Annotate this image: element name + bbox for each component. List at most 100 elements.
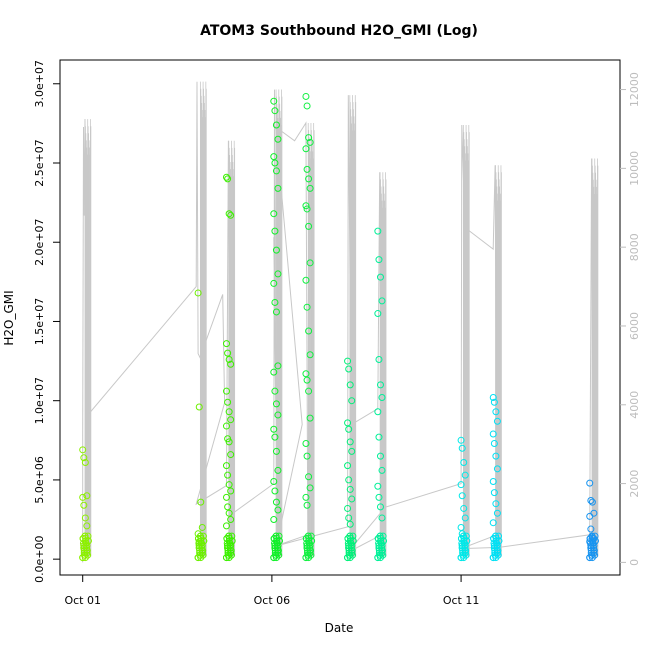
right-tick-label: 2000 xyxy=(628,470,641,498)
data-point xyxy=(348,495,356,503)
data-point xyxy=(271,487,279,495)
data-point xyxy=(459,532,467,540)
data-point xyxy=(587,497,595,505)
data-point xyxy=(224,542,232,550)
data-point xyxy=(346,532,354,540)
data-point xyxy=(270,153,278,161)
right-tick-label: 4000 xyxy=(628,391,641,419)
data-point xyxy=(348,447,356,455)
data-point xyxy=(457,523,465,531)
chart-title: ATOM3 Southbound H2O_GMI (Log) xyxy=(200,23,478,39)
data-point xyxy=(490,489,498,497)
right-tick-label: 6000 xyxy=(628,312,641,340)
data-point xyxy=(458,492,466,500)
overlay-line-series xyxy=(82,81,599,563)
data-point xyxy=(304,532,312,540)
data-point xyxy=(272,308,280,316)
data-point xyxy=(83,492,91,500)
scatter-points xyxy=(79,92,599,562)
data-point xyxy=(587,525,595,533)
data-point xyxy=(306,484,314,492)
data-point xyxy=(375,493,383,501)
data-point xyxy=(274,270,282,278)
y-axis-label: H2O_GMI xyxy=(2,290,16,345)
data-point xyxy=(344,504,352,512)
data-point xyxy=(348,397,356,405)
data-point xyxy=(460,458,468,466)
data-point xyxy=(306,259,314,267)
data-point xyxy=(227,487,235,495)
data-point xyxy=(493,417,501,425)
data-point xyxy=(378,466,386,474)
data-point xyxy=(227,211,235,219)
data-point xyxy=(272,246,280,254)
data-point xyxy=(457,436,465,444)
data-point xyxy=(306,351,314,359)
data-point xyxy=(197,498,205,506)
data-point xyxy=(303,452,311,460)
x-axis: Oct 01 Oct 06 Oct 11 xyxy=(64,574,479,607)
x-tick-label: Oct 01 xyxy=(64,594,101,607)
data-point xyxy=(224,503,232,511)
data-point xyxy=(272,532,280,540)
data-point xyxy=(490,439,498,447)
data-point xyxy=(302,92,310,100)
data-point xyxy=(271,433,279,441)
data-point xyxy=(305,134,313,142)
data-point xyxy=(376,532,384,540)
data-point xyxy=(345,365,353,373)
data-point xyxy=(457,481,465,489)
data-point xyxy=(374,227,382,235)
data-point xyxy=(489,519,497,527)
data-point xyxy=(225,481,233,489)
data-point xyxy=(492,452,500,460)
data-point xyxy=(303,205,311,213)
data-point xyxy=(461,514,469,522)
data-point xyxy=(305,175,313,183)
y-axis: 0.0e+00 5.0e+06 1.0e+07 1.5e+07 2.0e+07 2.5e+… xyxy=(33,60,60,583)
right-tick-label: 12000 xyxy=(628,72,641,107)
data-point xyxy=(376,452,384,460)
data-point xyxy=(588,498,596,506)
data-point xyxy=(271,298,279,306)
data-point xyxy=(588,532,596,540)
data-point xyxy=(460,504,468,512)
data-point xyxy=(270,478,278,486)
data-point xyxy=(225,438,233,446)
data-point xyxy=(272,498,280,506)
data-point xyxy=(272,121,280,129)
data-point xyxy=(195,403,203,411)
data-point xyxy=(83,522,91,530)
data-point xyxy=(224,175,232,183)
data-point xyxy=(222,387,230,395)
data-point xyxy=(306,138,314,146)
data-point xyxy=(270,210,278,218)
data-point xyxy=(306,184,314,192)
data-point xyxy=(305,473,313,481)
data-point xyxy=(274,411,282,419)
data-point xyxy=(270,425,278,433)
data-point xyxy=(302,439,310,447)
data-point xyxy=(345,425,353,433)
data-point xyxy=(227,516,235,524)
data-point xyxy=(375,256,383,264)
y-tick-label: 5.0e+06 xyxy=(33,456,46,503)
data-point xyxy=(302,145,310,153)
data-point xyxy=(493,509,501,517)
data-point xyxy=(222,173,230,181)
y-tick-label: 0.0e+00 xyxy=(33,535,46,582)
data-point xyxy=(344,419,352,427)
data-point xyxy=(222,493,230,501)
right-axis: 0 2000 4000 6000 8000 10000 12000 xyxy=(620,72,641,566)
data-point xyxy=(375,355,383,363)
data-point xyxy=(345,476,353,484)
data-point xyxy=(225,355,233,363)
data-point xyxy=(79,446,87,454)
data-point xyxy=(271,159,279,167)
data-point xyxy=(374,482,382,490)
data-point xyxy=(586,512,594,520)
data-point xyxy=(222,422,230,430)
y-tick-label: 2.5e+07 xyxy=(33,139,46,186)
data-point xyxy=(80,501,88,509)
data-point xyxy=(378,297,386,305)
